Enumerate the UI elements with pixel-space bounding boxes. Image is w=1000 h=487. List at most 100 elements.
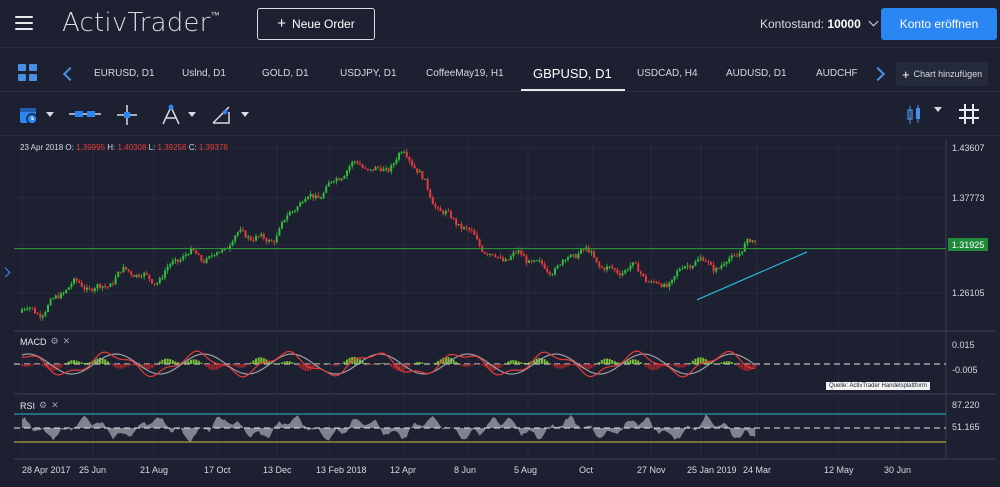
new-order-label: Neue Order	[292, 17, 355, 31]
macd-histogram-bar	[548, 363, 551, 364]
macd-histogram-bar	[242, 364, 244, 368]
time-tick: 13 Feb 2018	[316, 465, 367, 475]
add-chart-label: Chart hinzufügen	[913, 69, 983, 79]
macd-histogram-bar	[684, 364, 686, 367]
macd-histogram-bar	[283, 361, 286, 364]
macd-histogram-bar	[608, 358, 611, 364]
macd-histogram-bar	[203, 364, 205, 365]
tab-gbpusd[interactable]: GBPUSD, D1	[533, 66, 612, 81]
macd-histogram-bar	[504, 363, 507, 364]
calendar-icon[interactable]	[18, 104, 40, 126]
layout-grid-icon[interactable]	[18, 64, 38, 82]
candle-body	[717, 268, 720, 270]
macd-histogram-bar	[70, 360, 73, 364]
candle-body	[699, 257, 702, 260]
candle-body	[548, 271, 551, 275]
candle-body	[39, 314, 42, 318]
candle-body	[476, 234, 478, 240]
candle-body	[109, 283, 112, 288]
close-icon[interactable]: ✕	[51, 400, 59, 410]
new-order-button[interactable]: + Neue Order	[257, 8, 375, 40]
tab-coffee[interactable]: CoffeeMay19, H1	[426, 68, 504, 79]
open-account-button[interactable]: Konto eröffnen	[881, 8, 997, 40]
tab-usdcad[interactable]: USDCAD, H4	[637, 68, 698, 79]
fibonacci-icon[interactable]	[160, 104, 182, 126]
macd-histogram-bar	[257, 357, 260, 364]
macd-histogram-bar	[686, 364, 689, 366]
candle-body	[431, 197, 434, 205]
crosshair-icon[interactable]	[116, 104, 138, 126]
macd-histogram-bar	[169, 359, 172, 364]
tab-gold[interactable]: GOLD, D1	[262, 68, 309, 79]
candle-body	[309, 193, 312, 197]
candle-body	[382, 168, 385, 172]
candle-body	[416, 168, 419, 173]
candle-body	[517, 250, 520, 253]
menu-icon[interactable]	[15, 16, 33, 30]
gear-icon[interactable]: ⚙	[39, 400, 48, 410]
candle-body	[512, 252, 515, 257]
balance-value: 10000	[827, 17, 861, 31]
macd-histogram-bar	[725, 361, 728, 364]
candle-body	[408, 156, 411, 161]
macd-histogram-bar	[31, 364, 34, 366]
macd-histogram-bar	[390, 364, 393, 367]
candle-body	[80, 282, 83, 287]
macd-histogram-bar	[632, 359, 634, 364]
macd-histogram-bar	[125, 364, 127, 368]
macd-histogram-bar	[114, 364, 117, 368]
macd-histogram-bar	[296, 364, 299, 366]
add-chart-button[interactable]: + Chart hinzufügen	[896, 62, 989, 86]
candle-body	[463, 227, 465, 229]
candle-body	[574, 254, 577, 259]
macd-histogram-bar	[741, 364, 744, 370]
macd-histogram-bar	[335, 364, 338, 366]
candle-body	[478, 239, 481, 247]
candle-body	[177, 259, 179, 262]
candle-body	[710, 262, 712, 265]
gear-icon[interactable]: ⚙	[50, 336, 59, 346]
candle-body	[330, 181, 333, 183]
tab-audusd[interactable]: AUDUSD, D1	[726, 68, 787, 79]
candle-body	[275, 235, 278, 243]
candle-body	[554, 268, 556, 275]
tab-eurusd[interactable]: EURUSD, D1	[94, 68, 155, 79]
candle-body	[751, 240, 754, 243]
candle-body	[593, 251, 595, 258]
macd-histogram-bar	[512, 360, 515, 364]
macd-histogram-bar	[585, 364, 588, 370]
candle-body	[507, 259, 510, 261]
candle-body	[556, 265, 559, 269]
tab-usdjpy[interactable]: USDJPY, D1	[340, 68, 397, 79]
candle-body	[244, 230, 247, 238]
line-tool-icon[interactable]	[68, 108, 102, 120]
macd-histogram-bar	[463, 364, 465, 367]
macd-histogram-bar	[187, 360, 190, 364]
candle-body	[676, 271, 679, 277]
account-balance-dropdown[interactable]: Kontostand: 10000	[760, 16, 879, 31]
close-icon[interactable]: ✕	[62, 336, 71, 346]
candlestick-type-icon[interactable]	[906, 104, 922, 126]
calendar-dropdown-caret[interactable]	[46, 112, 54, 117]
macd-histogram-bar	[338, 364, 341, 366]
fibonacci-dropdown-caret[interactable]	[188, 112, 196, 117]
expand-sidebar-icon[interactable]	[2, 267, 10, 279]
grid-icon[interactable]	[958, 103, 980, 125]
tab-audchf[interactable]: AUDCHF	[816, 68, 858, 79]
macd-histogram-bar	[299, 364, 302, 369]
pencil-icon[interactable]	[210, 104, 232, 126]
macd-histogram-bar	[717, 363, 720, 364]
pencil-dropdown-caret[interactable]	[241, 112, 249, 117]
macd-histogram-bar	[689, 362, 692, 364]
macd-histogram-bar	[564, 364, 567, 368]
candle-body	[569, 254, 572, 258]
candle-body	[707, 261, 710, 263]
candle-body	[460, 224, 463, 229]
macd-histogram-bar	[473, 364, 476, 365]
macd-histogram-bar	[317, 364, 320, 366]
tab-uslnd[interactable]: Uslnd, D1	[182, 68, 226, 79]
candle-body	[231, 241, 234, 246]
candle-body	[535, 260, 538, 262]
chart-type-dropdown-caret[interactable]	[934, 107, 942, 112]
